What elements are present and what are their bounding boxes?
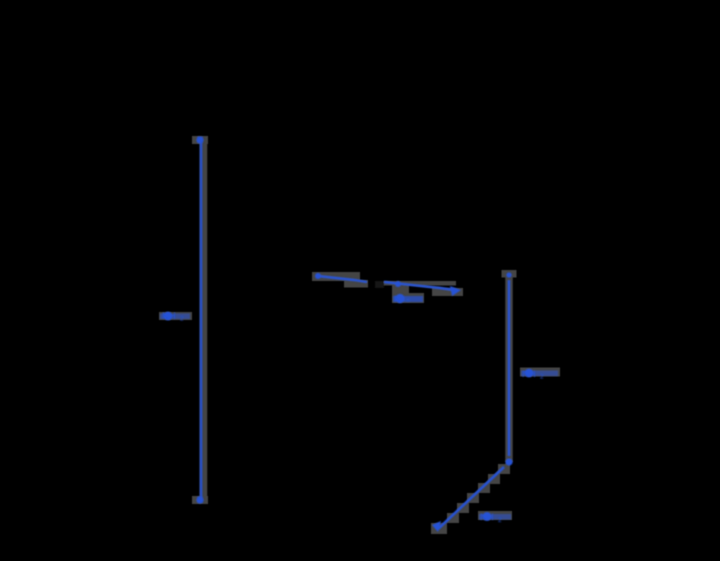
- svg-text:N: N: [197, 495, 204, 506]
- svg-text:NH: NH: [480, 512, 494, 523]
- svg-text:N: N: [394, 294, 401, 305]
- svg-text:2: 2: [498, 517, 502, 524]
- svg-text:2: 2: [180, 316, 184, 323]
- svg-text:2: 2: [540, 374, 544, 381]
- svg-text:=: =: [406, 298, 410, 305]
- svg-text:NH: NH: [522, 369, 536, 380]
- svg-text:N: N: [197, 135, 204, 146]
- svg-text:NH: NH: [162, 311, 176, 322]
